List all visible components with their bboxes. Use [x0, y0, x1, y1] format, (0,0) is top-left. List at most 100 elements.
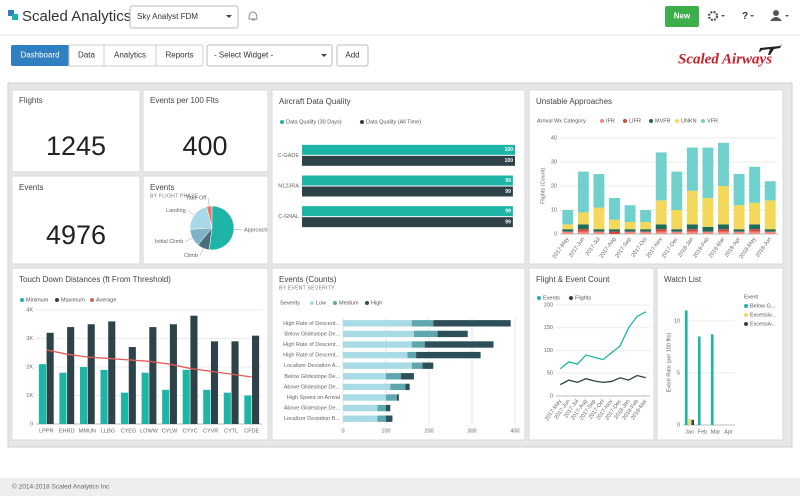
bar — [411, 362, 423, 369]
bar — [377, 404, 386, 412]
bar — [405, 383, 410, 391]
bar — [733, 229, 745, 232]
bar — [343, 373, 386, 380]
bar — [190, 315, 198, 424]
brand-plane — [759, 44, 782, 55]
bar — [121, 392, 129, 424]
legend-label: Below G... — [750, 303, 776, 309]
bar — [577, 212, 589, 225]
bar — [302, 217, 513, 228]
slice-label: Landing — [166, 208, 186, 214]
bar — [718, 231, 729, 234]
bar — [640, 210, 652, 222]
kpi-value: 4976 — [46, 220, 106, 250]
line — [559, 311, 647, 370]
bar — [733, 205, 745, 230]
bar — [577, 224, 589, 230]
bar — [702, 231, 714, 234]
bar — [686, 224, 698, 230]
legend-label: Data Quality (All Time) — [366, 119, 421, 125]
bar — [562, 210, 574, 225]
footer-bar — [0, 478, 800, 496]
data-label: 99 — [505, 208, 511, 214]
bar — [624, 205, 636, 222]
bar — [764, 181, 776, 201]
bar — [343, 415, 378, 422]
bar — [655, 224, 667, 230]
bar — [343, 394, 386, 401]
help-menu[interactable]: ? — [742, 11, 754, 22]
bar — [764, 231, 776, 234]
bar — [231, 341, 239, 424]
settings-icon[interactable] — [707, 10, 725, 22]
bar — [377, 415, 386, 422]
tab-data[interactable]: Data — [68, 44, 105, 67]
x-tick-label: LOWW — [140, 428, 159, 434]
data-label: 99 — [505, 189, 511, 195]
line — [46, 349, 252, 378]
kpi-value: 400 — [182, 131, 227, 161]
y-tick-label: 1K — [26, 393, 33, 399]
bar — [686, 190, 698, 225]
leader-line — [199, 248, 204, 256]
bar — [343, 320, 412, 327]
tab-label: Data — [78, 51, 95, 60]
bar — [749, 166, 761, 203]
tab-label: Analytics — [114, 51, 146, 60]
tab-analytics[interactable]: Analytics — [103, 44, 157, 67]
tab-reports[interactable]: Reports — [155, 44, 204, 67]
category-label: High Rate of Descent... — [283, 353, 340, 359]
bar — [671, 231, 683, 234]
legend-label: High — [371, 300, 382, 306]
bar — [671, 210, 683, 230]
bar — [411, 320, 434, 327]
bar — [343, 404, 378, 412]
widget-select[interactable]: - Select Widget - — [206, 44, 333, 67]
kpi-flights: Flights 1245 — [11, 89, 141, 173]
category-label: Localizer Deviation A... — [284, 363, 340, 369]
add-button-label: Add — [345, 51, 359, 60]
leader-line — [187, 210, 195, 216]
kpi-value: 1245 — [46, 131, 106, 161]
bar — [141, 372, 149, 424]
bar — [343, 330, 414, 338]
bar — [407, 351, 417, 359]
add-button[interactable]: Add — [336, 44, 369, 67]
footer: © 2014-2018 Scaled Analytics Inc — [12, 483, 110, 491]
legend-label: Maximum — [61, 297, 85, 303]
legend-swatch — [569, 296, 573, 300]
bar — [640, 222, 652, 230]
bar — [702, 226, 714, 232]
new-button[interactable]: New — [665, 6, 699, 27]
panel-title: Touch Down Distances (ft From Threshold) — [19, 275, 171, 284]
kpi-events: Events 4976 — [11, 175, 141, 265]
x-tick-label: 200 — [424, 428, 433, 434]
y-tick-label: 30 — [551, 159, 557, 165]
bar — [424, 341, 494, 348]
y-tick-label: 20 — [551, 183, 557, 189]
bar — [697, 336, 701, 425]
bar — [655, 231, 667, 234]
bar — [343, 383, 391, 391]
bar — [302, 155, 515, 166]
workspace-dropdown[interactable]: Sky Analyst FDM — [129, 5, 239, 29]
bar — [733, 174, 745, 206]
category-label: High Rate of Descent... — [283, 321, 340, 327]
bar — [343, 362, 412, 369]
bar — [203, 389, 211, 424]
panel-title: Aircraft Data Quality — [279, 97, 351, 106]
x-tick-label: Apr — [724, 429, 733, 435]
tab-dashboard[interactable]: Dashboard — [11, 45, 69, 66]
data-label: 100 — [505, 158, 514, 164]
bar — [343, 341, 412, 348]
legend-swatch — [280, 120, 284, 124]
slice-label: Initial Climb — [155, 239, 183, 245]
bar — [749, 231, 761, 234]
user-menu[interactable] — [770, 10, 789, 21]
legend-label: Excessiv... — [750, 312, 776, 318]
bar — [149, 327, 157, 424]
panel — [656, 267, 784, 441]
bar — [108, 321, 116, 424]
notifications-icon[interactable] — [248, 11, 258, 21]
